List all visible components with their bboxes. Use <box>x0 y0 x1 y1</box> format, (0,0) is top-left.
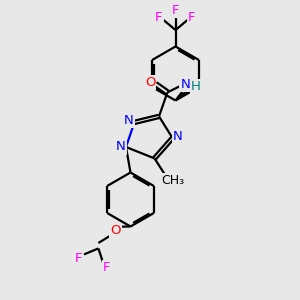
Text: O: O <box>145 76 155 89</box>
Text: N: N <box>116 140 125 154</box>
Text: F: F <box>155 11 163 24</box>
Text: F: F <box>103 261 110 274</box>
Text: N: N <box>181 78 190 91</box>
Text: F: F <box>188 11 196 24</box>
Text: N: N <box>173 130 183 143</box>
Text: O: O <box>110 224 121 237</box>
Text: F: F <box>75 251 82 265</box>
Text: N: N <box>124 114 134 128</box>
Text: H: H <box>191 80 200 93</box>
Text: CH₃: CH₃ <box>161 174 185 187</box>
Text: F: F <box>172 4 179 17</box>
